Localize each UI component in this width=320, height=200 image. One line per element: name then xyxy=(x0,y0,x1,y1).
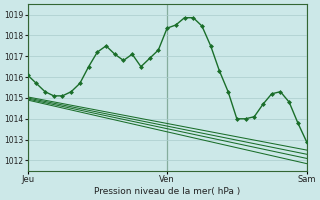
X-axis label: Pression niveau de la mer( hPa ): Pression niveau de la mer( hPa ) xyxy=(94,187,240,196)
